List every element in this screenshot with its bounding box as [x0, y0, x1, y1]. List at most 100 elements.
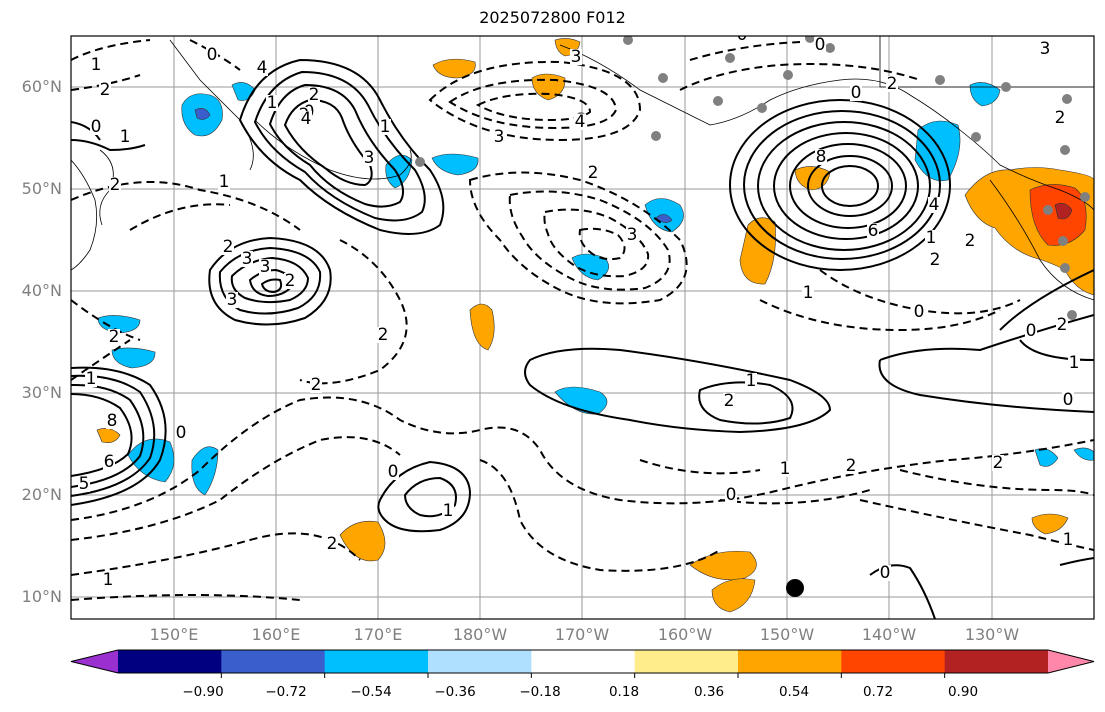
lon-label-160w: 160°W: [657, 625, 713, 644]
contour-label: 6: [104, 452, 115, 472]
contour-label: 4: [257, 58, 268, 78]
contour-label-bg: [1054, 110, 1066, 126]
contour-label: 4: [301, 109, 312, 129]
lat-label-10: 10°N: [21, 587, 62, 606]
contour-label: 0: [176, 423, 187, 443]
contour-label-bg: [626, 227, 638, 243]
contour-label: 0: [815, 35, 826, 55]
contour-label: 1: [443, 501, 454, 521]
contour-label-bg: [241, 251, 253, 267]
contour-label: 3: [227, 290, 238, 310]
contour-label: 1: [219, 172, 230, 192]
contour-label-bg: [1025, 323, 1037, 339]
contour-label: 0: [1063, 390, 1074, 410]
colorbar-extend-high: [1048, 650, 1094, 673]
contour-label: 2: [223, 237, 234, 257]
contour-label-bg: [587, 165, 599, 181]
lon-label-130w: 130°W: [964, 625, 1020, 644]
contour-label: 5: [79, 474, 90, 494]
contour-label: 2: [846, 456, 857, 476]
contour-label: 2: [724, 391, 735, 411]
shaded-regions: [96, 38, 1094, 613]
contour-label-bg: [1039, 41, 1051, 57]
contour-label-bg: [1056, 317, 1068, 333]
colorbar-tick-label: −0.90: [182, 684, 224, 700]
lon-label-160e: 160°E: [251, 625, 301, 644]
contour-label-bg: [913, 304, 925, 320]
contour-label: 1: [267, 93, 278, 113]
colorbar-extend-low: [71, 650, 118, 673]
contour-label-bg: [723, 393, 735, 409]
contour-label: 3: [1040, 39, 1051, 59]
contour-label: 3: [260, 257, 271, 277]
contour-label-bg: [928, 197, 940, 213]
contour-label-bg: [815, 149, 827, 165]
contour-label-bg: [845, 458, 857, 474]
contour-label: 4: [575, 112, 586, 132]
contour-label-bg: [102, 572, 114, 588]
contour-label-bg: [725, 487, 737, 503]
contour-label-bg: [442, 503, 454, 519]
contour-label: 4: [929, 195, 940, 215]
contour-label: 2: [887, 74, 898, 94]
contour-label: 8: [816, 147, 827, 167]
contour-label-bg: [108, 329, 120, 345]
contour-label: 1: [1063, 530, 1074, 550]
contour-label-bg: [106, 413, 118, 429]
colorbar-tick-label: 0.54: [778, 684, 810, 700]
contour-label: 1: [120, 127, 131, 147]
contour-label-bg: [1068, 355, 1080, 371]
contour-label-bg: [964, 233, 976, 249]
dashed-contours: [71, 39, 1094, 601]
contour-label: 2: [327, 534, 338, 554]
contour-label-bg: [1062, 392, 1074, 408]
contour-label-bg: [300, 111, 312, 127]
contour-label-bg: [736, 36, 748, 43]
contour-label-bg: [879, 565, 891, 581]
contour-label-bg: [570, 49, 582, 65]
contour-label: 3: [627, 225, 638, 245]
contour-label-bg: [99, 82, 111, 98]
contour-label: 2: [930, 250, 941, 270]
contour-label-bg: [745, 373, 757, 389]
map-frame: [70, 35, 1095, 620]
contour-label-bg: [379, 119, 391, 135]
contour-label: 0: [914, 302, 925, 322]
contour-label: 0: [207, 45, 218, 65]
map-title: 2025072800 F012: [479, 8, 626, 27]
contour-label-bg: [992, 455, 1004, 471]
contour-label: 2: [309, 85, 320, 105]
contour-label: 0: [1026, 321, 1037, 341]
contour-label-bg: [85, 371, 97, 387]
colorbar-tick-label: −0.54: [350, 684, 392, 700]
contour-label: 1: [1069, 353, 1080, 373]
contour-label-bg: [867, 223, 879, 239]
contour-label: 2: [311, 375, 322, 395]
colorbar-tick-label: −0.72: [265, 684, 307, 700]
colorbar-segment: [221, 650, 326, 673]
contour-label: 1: [91, 55, 102, 75]
contour-label: 1: [746, 371, 757, 391]
contour-label: 2: [1055, 108, 1066, 128]
contour-label-bg: [493, 129, 505, 145]
contour-label: 2: [285, 271, 296, 291]
colorbar: [70, 649, 1095, 678]
lat-label-20: 20°N: [21, 485, 62, 504]
contour-label-bg: [387, 464, 399, 480]
contour-label: 0: [388, 462, 399, 482]
contour-label-bg: [103, 454, 115, 470]
contour-label: 3: [242, 249, 253, 269]
storm-marker: [786, 579, 804, 597]
contour-label-bg: [925, 230, 937, 246]
contour-label: 1: [780, 459, 791, 479]
contour-label: 2: [993, 453, 1004, 473]
colorbar-segment: [531, 650, 636, 673]
lat-label-50: 50°N: [21, 179, 62, 198]
contour-label: 1: [86, 369, 97, 389]
contour-label: 0: [851, 83, 862, 103]
lon-label-170e: 170°E: [353, 625, 403, 644]
colorbar-border: [70, 649, 1095, 674]
contour-label-bg: [308, 87, 320, 103]
contour-label: 0: [91, 117, 102, 137]
